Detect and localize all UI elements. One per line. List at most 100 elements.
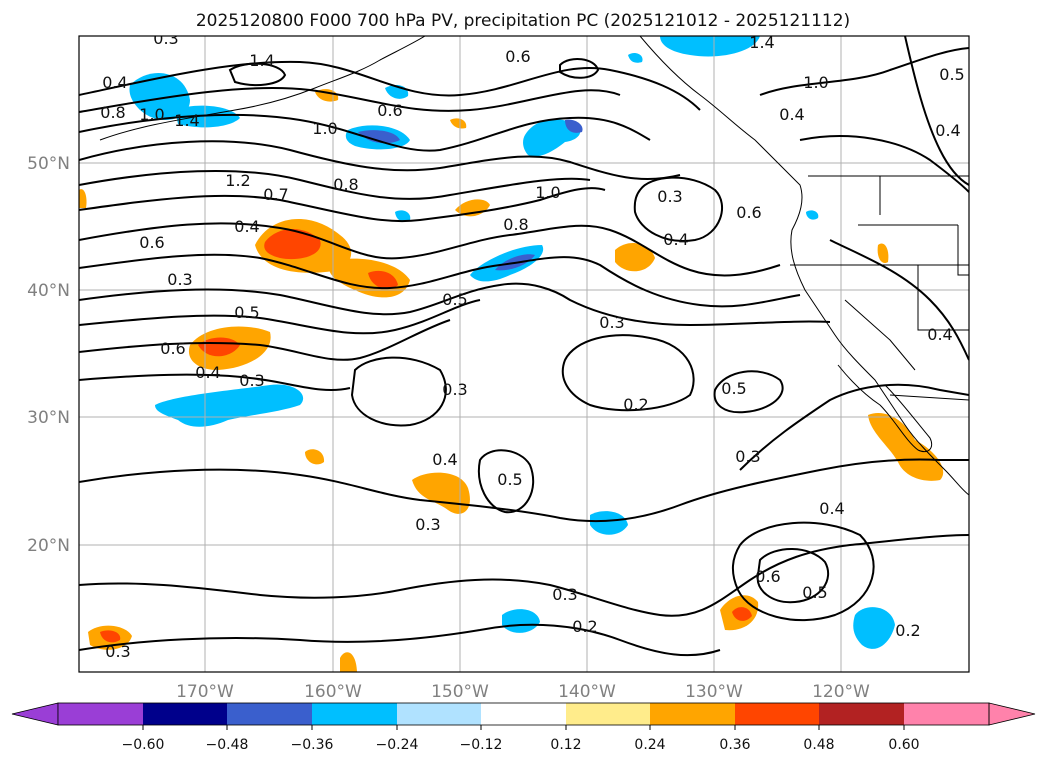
colorbar-extend-low: [11, 702, 59, 726]
contour-label: 0.5: [802, 583, 827, 602]
contour-label: 0.5: [939, 65, 964, 84]
contour-label: 0.7: [263, 185, 288, 204]
precip-positive-core: [732, 607, 752, 621]
contour-label: 0.5: [497, 470, 522, 489]
precip-negative-area: [660, 36, 760, 57]
pv-contour: [79, 319, 451, 361]
longitude-labels: 170°W 160°W 150°W 140°W 130°W 120°W: [176, 682, 870, 702]
pv-closed-contour: [561, 334, 695, 412]
contour-label: 0.6: [755, 567, 780, 586]
colorbar-segment: [58, 703, 143, 725]
contour-label: 0.5: [234, 303, 259, 322]
pv-contour: [799, 135, 969, 193]
pv-contour: [79, 187, 606, 223]
north-america-coastline: [639, 36, 969, 496]
precip-negative-area: [853, 607, 895, 649]
colorbar-extend-high: [988, 702, 1036, 726]
precip-positive-area: [340, 652, 357, 672]
colorbar-segment: [397, 703, 481, 725]
pv-contour: [79, 113, 651, 152]
lon-label-160w: 160°W: [304, 682, 362, 702]
contour-label: 0.5: [442, 290, 467, 309]
precip-positive-core: [264, 228, 321, 260]
contour-label: 1.4: [174, 111, 199, 130]
precip-negative-area: [523, 119, 581, 157]
contour-label: 0.6: [139, 233, 164, 252]
contour-label: 0.8: [503, 215, 528, 234]
state-border: [957, 225, 969, 276]
contour-label: 0.4: [432, 450, 457, 469]
colorbar-segment: [735, 703, 819, 725]
contour-label: 0.6: [505, 47, 530, 66]
contour-label: 0.4: [195, 363, 220, 382]
contour-label: 0.3: [599, 313, 624, 332]
contour-label: 0.2: [572, 617, 597, 636]
pv-contour: [79, 282, 831, 327]
pv-closed-contour: [732, 521, 875, 622]
pv-closed-contour: [559, 58, 600, 79]
colorbar-tick-label: −0.48: [206, 737, 249, 753]
pv-contour: [904, 36, 969, 186]
precip-shading: [79, 36, 944, 672]
lat-label-20n: 20°N: [27, 536, 70, 556]
pv-closed-contour: [756, 548, 830, 604]
pv-contour: [759, 47, 969, 96]
contour-label: 0.3: [167, 270, 192, 289]
lat-label-50n: 50°N: [27, 154, 70, 174]
lat-label-40n: 40°N: [27, 281, 70, 301]
precip-negative-area: [502, 609, 540, 633]
colorbar-tick-label: −0.12: [460, 737, 503, 753]
precip-positive-core: [368, 270, 398, 289]
precip-negative-area: [155, 384, 304, 427]
contour-label: 0.6: [377, 101, 402, 120]
pv-contours: [79, 36, 969, 657]
contour-label: 0.2: [895, 621, 920, 640]
precip-positive-area: [305, 449, 325, 465]
pv-closed-contour: [713, 370, 784, 414]
contour-label: 0.5: [721, 379, 746, 398]
lon-label-140w: 140°W: [558, 682, 616, 702]
contour-label: 0.4: [819, 499, 844, 518]
colorbar-segment: [650, 703, 735, 725]
contour-label: 0.4: [779, 105, 804, 124]
colorbar-tick-label: 0.36: [719, 737, 750, 753]
contour-label: 0.3: [153, 29, 178, 48]
contour-labels: 0.4 0.8 1.0 1.4 1.4 0.6 0.6 1.0 1.4 1.0 …: [100, 29, 964, 661]
colorbar-tick-label: 0.48: [803, 737, 834, 753]
pv-contour: [79, 169, 591, 200]
colorbar-segment: [904, 703, 989, 725]
colorbar-tick-label: 0.60: [888, 737, 919, 753]
contour-label: 0.3: [415, 515, 440, 534]
contour-label: 0.8: [333, 175, 358, 194]
coastlines: [99, 36, 969, 496]
pv-contour: [79, 140, 681, 181]
contour-label: 0.3: [105, 642, 130, 661]
colorbar-tick-label: 0.12: [550, 737, 581, 753]
precip-positive-area: [868, 412, 944, 481]
precip-negative-area: [590, 511, 628, 535]
colorbar-segment: [227, 703, 312, 725]
map-panel: 0.4 0.8 1.0 1.4 1.4 0.6 0.6 1.0 1.4 1.0 …: [78, 29, 970, 673]
precip-negative-area: [806, 210, 819, 220]
colorbar-tick-label: −0.36: [291, 737, 334, 753]
contour-label: 1.4: [249, 51, 274, 70]
pv-closed-contour: [350, 356, 447, 427]
pv-closed-contour: [633, 176, 724, 242]
precip-negative-core: [565, 119, 583, 133]
contour-label: 0.4: [234, 217, 259, 236]
state-border: [889, 394, 969, 401]
contour-label: 0.8: [100, 103, 125, 122]
lon-label-120w: 120°W: [812, 682, 870, 702]
colorbar-segment: [819, 703, 904, 725]
pv-closed-contour: [477, 449, 535, 514]
baja-california: [837, 364, 933, 453]
pv-contour: [79, 87, 621, 113]
alaska-coastline: [99, 36, 426, 141]
precip-negative-area: [395, 210, 411, 222]
lon-label-150w: 150°W: [431, 682, 489, 702]
pv-closed-contour: [228, 62, 287, 87]
colorbar-tick-label: −0.24: [376, 737, 419, 753]
colorbar-segment: [312, 703, 397, 725]
lon-label-130w: 130°W: [685, 682, 743, 702]
